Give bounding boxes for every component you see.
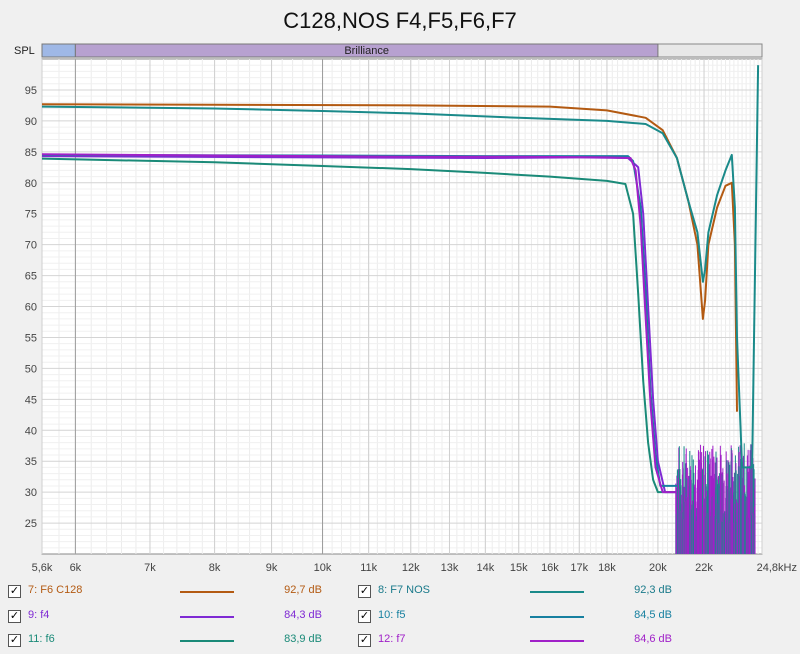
- legend-value: 92,7 dB: [284, 584, 322, 596]
- legend-value: 84,3 dB: [284, 609, 322, 621]
- x-tick-label: 7k: [144, 562, 156, 574]
- y-tick-label: 40: [25, 425, 37, 437]
- y-tick-label: 55: [25, 332, 37, 344]
- legend-item-6[interactable]: ✓ 12: f7 84,6 dB: [358, 633, 738, 649]
- chart-title: C128,NOS F4,F5,F6,F7: [283, 8, 517, 33]
- grid: [41, 59, 763, 554]
- x-tick-label: 22k: [695, 562, 713, 574]
- legend-label: 7: F6 C128: [28, 584, 83, 596]
- x-tick-label: 15k: [510, 562, 528, 574]
- series-line-3: [41, 155, 677, 494]
- y-tick-label: 75: [25, 209, 37, 221]
- band-region-label: Brilliance: [344, 45, 389, 57]
- legend-line-swatch: [530, 640, 584, 642]
- y-tick-label: 95: [25, 85, 37, 97]
- legend-item-1[interactable]: ✓ 7: F6 C128 92,7 dB: [8, 584, 388, 600]
- x-tick-label: 18k: [598, 562, 616, 574]
- legend-label: 9: f4: [28, 609, 50, 621]
- legend-label: 12: f7: [378, 633, 406, 645]
- y-tick-label: 90: [25, 116, 37, 128]
- x-tick-label: 8k: [209, 562, 221, 574]
- checkbox-checked-icon[interactable]: ✓: [358, 634, 371, 647]
- series-line-5: [41, 157, 677, 494]
- x-tick-label: 17k: [570, 562, 588, 574]
- y-tick-label: 65: [25, 271, 37, 283]
- legend-item-2[interactable]: ✓ 8: F7 NOS 92,3 dB: [358, 584, 738, 600]
- y-tick-label: 70: [25, 240, 37, 252]
- legend-value: 83,9 dB: [284, 633, 322, 645]
- checkbox-checked-icon[interactable]: ✓: [8, 610, 21, 623]
- legend-item-5[interactable]: ✓ 11: f6 83,9 dB: [8, 633, 388, 649]
- y-tick-label: 60: [25, 302, 37, 314]
- x-tick-label: 11k: [360, 562, 377, 574]
- legend-item-4[interactable]: ✓ 10: f5 84,5 dB: [358, 609, 738, 625]
- legend-label: 8: F7 NOS: [378, 584, 430, 596]
- legend-label: 10: f5: [378, 609, 406, 621]
- y-tick-label: 25: [25, 518, 37, 530]
- legend-line-swatch: [530, 591, 584, 593]
- x-tick-label: 24,8kHz: [757, 562, 797, 574]
- legend-line-swatch: [180, 640, 234, 642]
- y-tick-label: 50: [25, 363, 37, 375]
- checkbox-checked-icon[interactable]: ✓: [8, 634, 21, 647]
- y-tick-label: 80: [25, 178, 37, 190]
- checkbox-checked-icon[interactable]: ✓: [8, 585, 21, 598]
- x-tick-label: 6k: [70, 562, 82, 574]
- band-label: SPL: [14, 45, 35, 57]
- y-tick-label: 30: [25, 487, 37, 499]
- x-tick-label: 20k: [649, 562, 667, 574]
- noise-floor: [675, 443, 756, 554]
- legend-value: 84,5 dB: [634, 609, 672, 621]
- series-line-6: [41, 153, 677, 494]
- y-tick-label: 35: [25, 456, 37, 468]
- x-tick-label: 5,6k: [32, 562, 53, 574]
- x-tick-label: 10k: [314, 562, 332, 574]
- x-tick-label: 12k: [402, 562, 420, 574]
- legend-value: 92,3 dB: [634, 584, 672, 596]
- x-tick-label: 14k: [476, 562, 494, 574]
- x-tick-label: 16k: [541, 562, 559, 574]
- checkbox-checked-icon[interactable]: ✓: [358, 585, 371, 598]
- legend-item-3[interactable]: ✓ 9: f4 84,3 dB: [8, 609, 388, 625]
- legend-line-swatch: [180, 591, 234, 593]
- y-tick-label: 45: [25, 394, 37, 406]
- band-region-brilliance: [74, 43, 659, 58]
- series-line-1: [41, 103, 738, 412]
- chart: Brilliance SPL 25 30 35 40 45 50 55 60 65 70 75 80 85 9…: [14, 43, 797, 574]
- x-tick-label: 9k: [266, 562, 278, 574]
- legend-label: 11: f6: [28, 633, 55, 645]
- series-line-2: [41, 65, 760, 469]
- legend-line-swatch: [530, 616, 584, 618]
- x-tick-label: 13k: [441, 562, 459, 574]
- legend-value: 84,6 dB: [634, 633, 672, 645]
- band-region-low: [41, 43, 76, 58]
- checkbox-checked-icon[interactable]: ✓: [358, 610, 371, 623]
- y-tick-label: 85: [25, 147, 37, 159]
- legend-line-swatch: [180, 616, 234, 618]
